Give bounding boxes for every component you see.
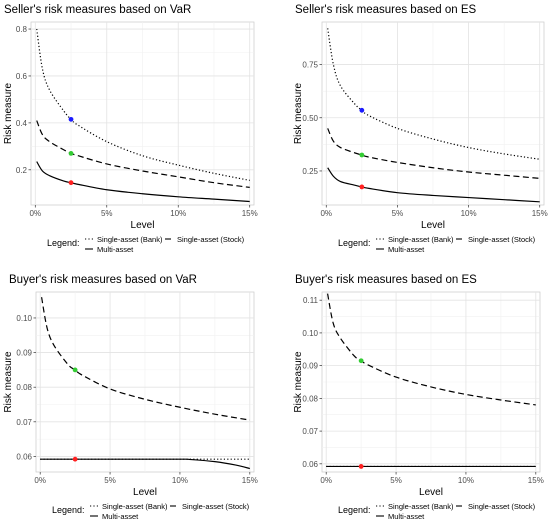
chart-title: Seller's risk measures based on VaR [4, 4, 191, 16]
y-tick-label: 0.08 [16, 383, 32, 392]
x-tick-label: 10% [172, 476, 188, 485]
legend-title: Legend: [338, 238, 371, 248]
data-point-marker [358, 358, 364, 364]
x-tick-label: 5% [392, 209, 404, 218]
data-point-marker [358, 464, 364, 469]
x-tick-label: 5% [390, 476, 402, 485]
x-tick-label: 0% [30, 209, 42, 218]
legend-item-label: Single-asset (Stock) [177, 235, 245, 244]
x-tick-label: 5% [104, 476, 116, 485]
x-tick-label: 10% [461, 209, 477, 218]
series-line-multi-asset [327, 167, 540, 203]
y-tick-label: 0.6 [16, 72, 28, 81]
y-axis-label: Risk measure [293, 83, 304, 145]
y-tick-label: 0.2 [16, 166, 28, 175]
chart-panel-3: Buyer's risk measures based on VaR 0% 5% 10… [3, 274, 258, 521]
x-tick-label: 10% [458, 476, 474, 485]
data-point-marker [68, 180, 74, 186]
legend-item-label: Multi-asset [388, 512, 425, 521]
series-line-multi-asset [40, 458, 250, 470]
x-tick-label: 10% [170, 209, 186, 218]
y-tick-label: 0.8 [16, 25, 28, 34]
series-line-single-asset-stock [327, 128, 540, 179]
y-tick-label: 0.50 [302, 114, 318, 123]
chart-panel-4: Buyer's risk measures based on ES 0% 5% 10%… [293, 274, 544, 521]
y-tick-label: 0.11 [303, 296, 319, 305]
data-point-marker [72, 456, 78, 462]
legend-item-label: Single-asset (Stock) [182, 502, 250, 511]
y-tick-label: 0.09 [16, 349, 32, 358]
x-tick-label: 15% [242, 476, 258, 485]
y-tick-label: 0.06 [16, 452, 32, 461]
legend-item-label: Single-asset (Stock) [468, 502, 536, 511]
y-tick-label: 0.09 [302, 362, 318, 371]
legend-item-label: Single-asset (Stock) [468, 235, 536, 244]
chart-panel-1: Seller's risk measures based on VaR 0% 5% 1… [3, 4, 258, 254]
legend-item-label: Single-asset (Bank) [388, 502, 454, 511]
series-line-single-asset-stock [40, 297, 250, 421]
x-tick-label: 0% [320, 209, 332, 218]
series-line-multi-asset [36, 161, 250, 203]
series-line-single-asset-stock [327, 293, 536, 406]
y-tick-label: 0.4 [16, 119, 28, 128]
x-tick-label: 5% [101, 209, 113, 218]
chart-title: Seller's risk measures based on ES [295, 4, 476, 16]
y-tick-label: 0.75 [302, 61, 318, 70]
y-axis-label: Risk measure [3, 351, 14, 413]
y-tick-label: 0.07 [302, 427, 318, 436]
y-tick-label: 0.10 [302, 329, 318, 338]
x-tick-label: 0% [320, 476, 332, 485]
legend-item-label: Single-asset (Bank) [388, 235, 454, 244]
legend-item-label: Multi-asset [102, 512, 139, 521]
legend-item-label: Single-asset (Bank) [97, 235, 163, 244]
legend-title: Legend: [338, 505, 371, 515]
y-tick-label: 0.10 [16, 314, 32, 323]
x-tick-label: 15% [242, 209, 258, 218]
x-axis-label: Level [133, 487, 157, 498]
x-tick-label: 15% [532, 209, 548, 218]
data-point-marker [359, 152, 365, 158]
x-axis-label: Level [419, 487, 443, 498]
x-tick-label: 0% [34, 476, 46, 485]
data-point-marker [359, 107, 365, 113]
y-axis-label: Risk measure [293, 351, 304, 413]
y-axis-label: Risk measure [3, 83, 14, 145]
legend-item-label: Multi-asset [97, 245, 134, 254]
chart-panel-2: Seller's risk measures based on ES 0% 5% 10… [293, 4, 548, 254]
legend-title: Legend: [52, 505, 85, 515]
data-point-marker [68, 116, 74, 122]
y-tick-label: 0.07 [16, 418, 32, 427]
y-tick-label: 0.25 [302, 167, 318, 176]
y-tick-label: 0.06 [302, 460, 318, 469]
legend-title: Legend: [47, 238, 80, 248]
legend-item-label: Multi-asset [388, 245, 425, 254]
data-point-marker [359, 184, 365, 190]
chart-title: Buyer's risk measures based on VaR [9, 274, 197, 286]
legend-item-label: Single-asset (Bank) [102, 502, 168, 511]
x-axis-label: Level [421, 220, 445, 231]
x-axis-label: Level [131, 220, 155, 231]
y-tick-label: 0.08 [302, 394, 318, 403]
data-point-marker [72, 367, 78, 373]
data-point-marker [68, 150, 74, 156]
series-line-single-asset-stock [36, 120, 250, 188]
chart-title: Buyer's risk measures based on ES [295, 274, 477, 286]
x-tick-label: 15% [528, 476, 544, 485]
